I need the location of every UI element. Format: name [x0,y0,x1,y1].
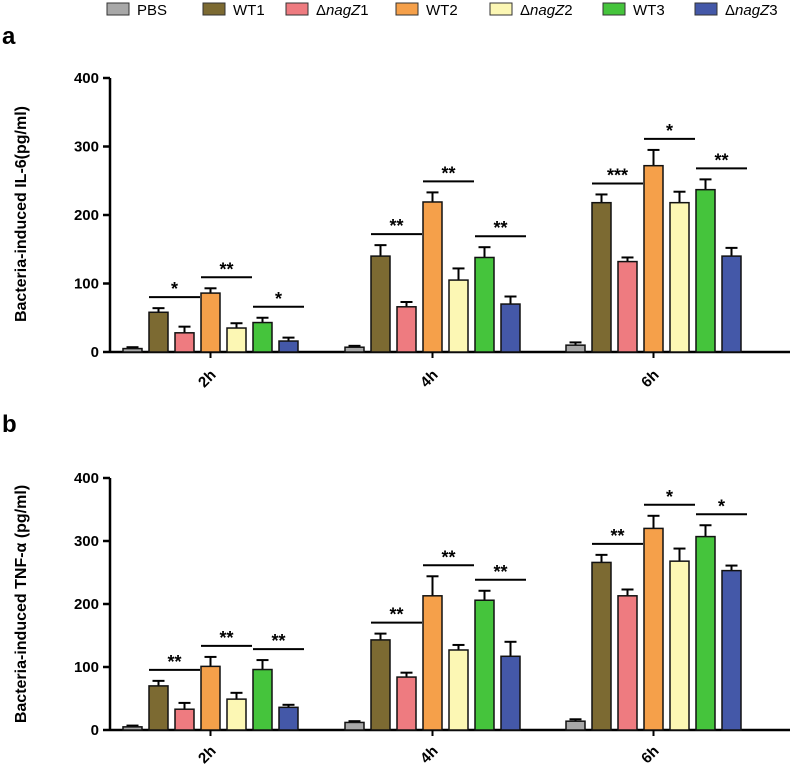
bar-2h-wt1 [148,685,169,731]
significance-label: * [171,279,178,299]
bar-4h-wt2 [422,201,443,353]
bar-6h-nagz3 [721,569,742,731]
panel-label-b: b [2,411,17,438]
bar-2h-nagz2 [226,327,247,353]
significance-label: * [275,289,282,309]
bar-4h-nagz1 [396,676,417,731]
bar-4h-nagz2 [448,649,469,731]
y-tick-label: 300 [74,533,99,550]
y-tick-label: 400 [74,70,99,87]
significance-label: ** [493,218,507,238]
legend-swatch-4 [489,2,513,16]
significance-label: *** [607,165,628,185]
significance-label: ** [219,628,233,648]
legend: PBS WT1 ΔnagZ1 WT2 ΔnagZ2 WT3 ΔnagZ3 [106,2,778,19]
x-tick-label-4h: 4h [417,367,441,391]
y-axis-title: Bacteria-induced TNF-α (pg/ml) [13,485,30,723]
significance-label: ** [389,216,403,236]
bar-6h-wt1 [591,561,612,731]
significance-label: ** [219,259,233,279]
y-tick-label: 200 [74,207,99,224]
legend-swatch-1 [202,2,226,16]
bar-6h-pbs [565,720,586,731]
bar-4h-wt2 [422,595,443,731]
bar-6h-wt2 [643,164,664,353]
significance-label: * [666,487,673,507]
legend-label-0: PBS [137,2,167,19]
bar-6h-wt3 [695,188,716,353]
bar-4h-nagz3 [500,303,521,353]
legend-swatch-0 [106,2,130,16]
significance-label: * [666,121,673,141]
significance-label: ** [441,547,455,567]
significance-label: ** [714,150,728,170]
significance-label: ** [167,652,181,672]
bar-4h-nagz2 [448,279,469,353]
x-tick-label-2h: 2h [195,367,219,391]
significance-label: ** [610,526,624,546]
legend-label-1: WT1 [233,2,265,19]
bar-2h-nagz1 [174,332,195,353]
y-tick-label: 200 [74,596,99,613]
legend-swatch-6 [694,2,718,16]
legend-swatch-3 [395,2,419,16]
bar-2h-pbs [122,347,143,353]
bar-2h-wt2 [200,292,221,353]
bar-6h-nagz2 [669,560,690,731]
legend-swatch-5 [602,2,626,16]
bar-6h-wt1 [591,201,612,353]
significance-label: ** [441,163,455,183]
bar-4h-nagz1 [396,306,417,353]
bar-6h-nagz1 [617,595,638,731]
significance-label: ** [389,605,403,625]
significance-label: ** [493,562,507,582]
bar-2h-nagz2 [226,698,247,731]
bar-4h-wt1 [370,255,391,353]
bar-2h-nagz3 [278,340,299,353]
bar-4h-wt1 [370,639,391,731]
bar-2h-wt2 [200,665,221,731]
x-tick-label-2h: 2h [195,743,219,767]
bar-6h-nagz1 [617,260,638,353]
chart-tnf: 0 100 200 300 400 Bacteria-induced TNF-α (pg/… [13,470,790,767]
bar-6h-pbs [565,344,586,353]
legend-swatch-2 [285,2,309,16]
bar-2h-wt1 [148,311,169,353]
legend-label-5: WT3 [633,2,665,19]
bar-4h-pbs [344,346,365,353]
significance-label: * [718,496,725,516]
y-axis-title: Bacteria-induced IL-6(pg/ml) [13,106,30,322]
bar-6h-wt2 [643,527,664,731]
bar-2h-nagz1 [174,708,195,731]
bar-4h-wt3 [474,599,495,731]
x-tick-label-4h: 4h [417,743,441,767]
x-tick-label-6h: 6h [638,743,662,767]
y-tick-label: 400 [74,470,99,487]
legend-label-2: ΔnagZ1 [316,2,369,19]
bar-4h-wt3 [474,256,495,353]
y-tick-label: 0 [91,344,99,361]
x-tick-label-6h: 6h [638,367,662,391]
y-tick-label: 100 [74,659,99,676]
chart-il6: 0 100 200 300 400 Bacteria-induced IL-6(pg/ml… [13,70,790,391]
bar-4h-nagz3 [500,655,521,731]
bar-2h-nagz3 [278,706,299,731]
bar-2h-wt3 [252,321,273,353]
legend-label-4: ΔnagZ2 [520,2,573,19]
bar-4h-pbs [344,721,365,731]
panel-label-a: a [2,23,16,50]
bar-6h-nagz2 [669,201,690,353]
bar-6h-nagz3 [721,255,742,353]
bar-6h-wt3 [695,535,716,731]
bar-2h-pbs [122,726,143,731]
bar-2h-wt3 [252,668,273,731]
legend-label-6: ΔnagZ3 [725,2,778,19]
y-tick-label: 100 [74,276,99,293]
legend-label-3: WT2 [426,2,458,19]
y-tick-label: 0 [91,722,99,739]
significance-label: ** [271,631,285,651]
y-tick-label: 300 [74,139,99,156]
